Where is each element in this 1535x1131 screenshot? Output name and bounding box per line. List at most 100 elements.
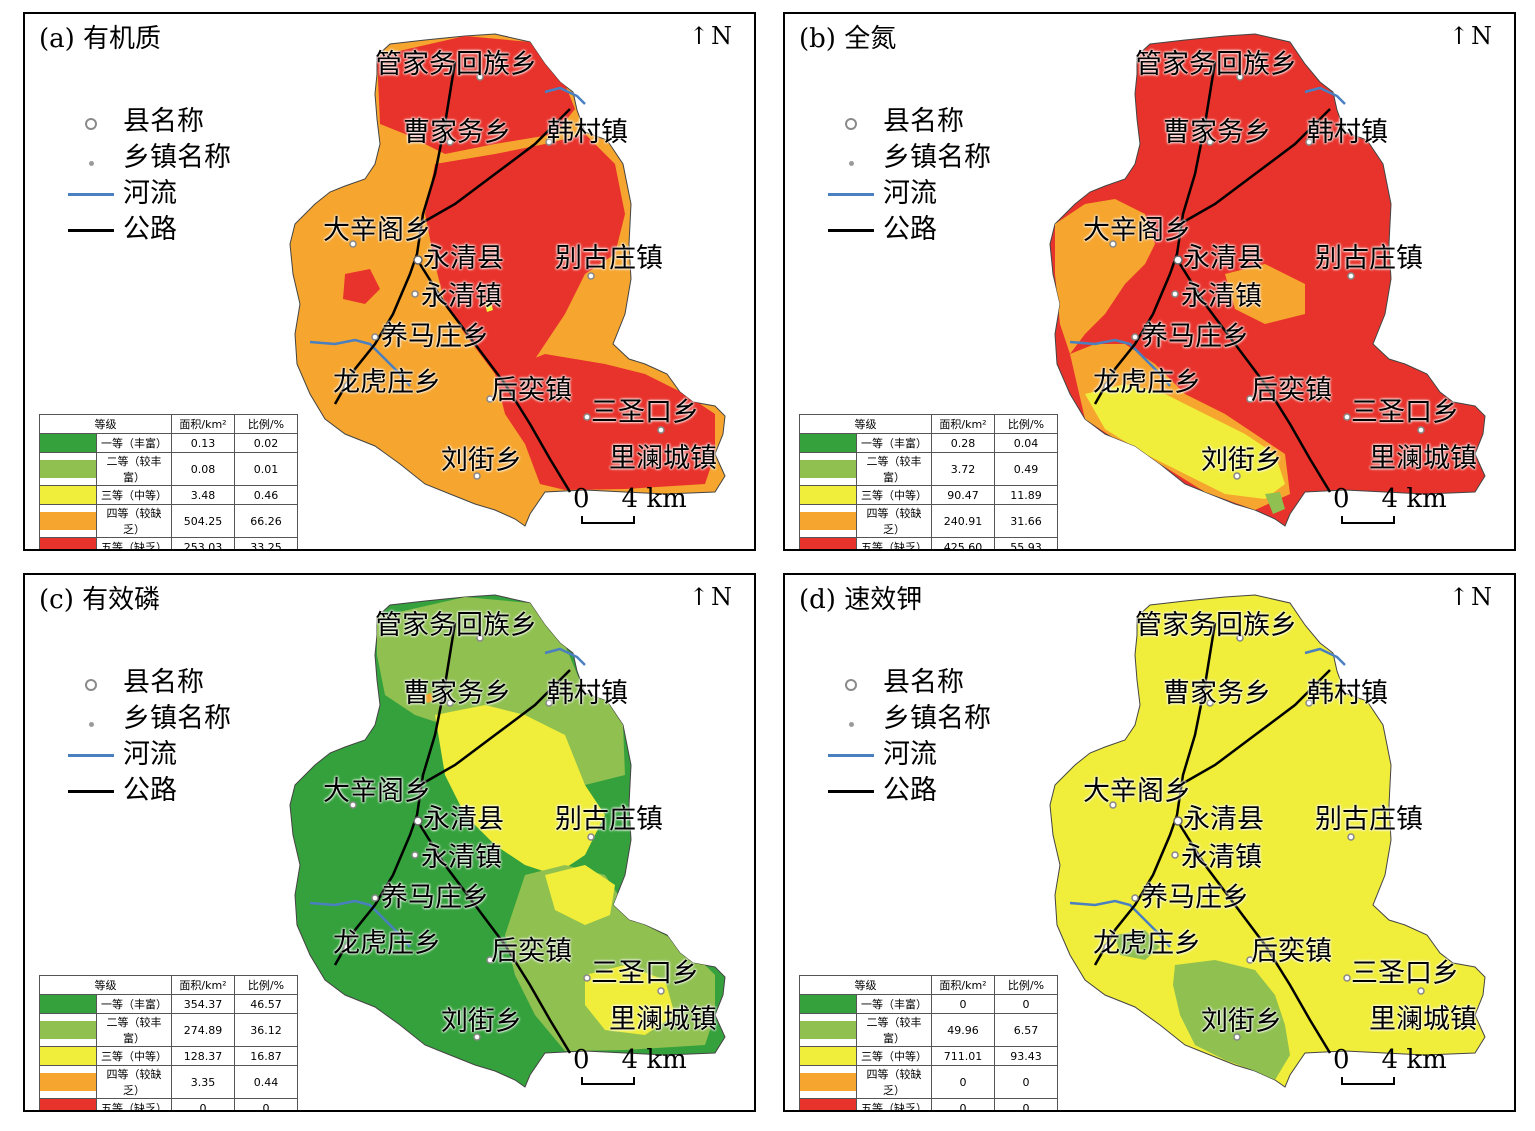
grade-region (425, 693, 433, 703)
grade-label: 四等（较缺乏） (856, 504, 932, 538)
grade-region (377, 36, 575, 154)
grade-swatch (800, 512, 856, 530)
grade-row: 三等（中等） 3.48 0.46 (39, 485, 298, 505)
road (333, 622, 457, 966)
river-line-icon (68, 193, 114, 196)
place-label-longhuzhuang: 龙虎庄乡 (1093, 928, 1201, 959)
map-legend: 县名称 乡镇名称 河流 公路 (65, 104, 231, 248)
area-value: 90.47 (931, 485, 995, 505)
road-line-icon (68, 229, 114, 232)
grade-header: 等级 (799, 414, 932, 434)
area-header: 面积/km² (171, 975, 235, 995)
place-label-houyi: 后奕镇 (1251, 936, 1332, 967)
legend-town-label: 乡镇名称 (883, 703, 991, 734)
grade-swatch (800, 1021, 856, 1039)
grade-region (545, 865, 615, 925)
town-marker (1233, 472, 1241, 480)
map-panel-d: (d) 速效钾 ↑N 县名称 乡镇名称 河流 公路 管家务回族乡 曹家务乡 韩村镇大… (783, 573, 1516, 1112)
grade-region (1055, 199, 1155, 354)
grade-table: 等级 面积/km² 比例/% 一等（丰富） 0.28 0.04 二等（较丰富） 3.72… (799, 414, 1058, 549)
grade-header: 等级 (39, 975, 172, 995)
town-icon (88, 722, 94, 727)
legend-river: 河流 (825, 737, 991, 773)
place-label-yongqing-town: 永清镇 (1181, 281, 1262, 312)
panel-title: (a) 有机质 (39, 24, 162, 54)
grade-region (1115, 930, 1160, 960)
road (1093, 622, 1217, 966)
place-label-bieguzhuang: 别古庄镇 (1315, 243, 1423, 274)
grade-swatch (40, 1047, 96, 1065)
place-label-sanshengkou: 三圣口乡 (1351, 958, 1459, 989)
legend-road: 公路 (825, 773, 991, 809)
grade-row: 五等（缺乏） 0 0 (799, 1098, 1058, 1110)
place-label-houyi: 后奕镇 (491, 375, 572, 406)
town-marker (371, 894, 379, 902)
road-line-icon (68, 790, 114, 793)
county-seat-marker (1173, 816, 1183, 826)
north-label: N (711, 22, 732, 50)
area-value: 3.72 (931, 452, 995, 486)
grade-row: 二等（较丰富） 49.96 6.57 (799, 1013, 1058, 1047)
legend-county: 县名称 (65, 104, 231, 140)
ratio-value: 0.46 (234, 485, 298, 505)
town-marker (583, 974, 591, 982)
grade-table: 等级 面积/km² 比例/% 一等（丰富） 354.37 46.57 二等（较丰富） 2… (39, 975, 298, 1110)
grade-label: 三等（中等） (96, 1046, 172, 1066)
legend-road: 公路 (825, 212, 991, 248)
place-label-liujie: 刘街乡 (1201, 1006, 1282, 1037)
town-icon (848, 161, 854, 166)
panel-title: (d) 速效钾 (799, 585, 923, 615)
place-label-guanjiawu-hui: 管家务回族乡 (375, 610, 537, 641)
grade-region (495, 354, 715, 490)
place-label-liujie: 刘街乡 (441, 1006, 522, 1037)
town-marker (476, 634, 484, 642)
north-arrow: ↑N (1449, 583, 1492, 611)
place-label-bieguzhuang: 别古庄镇 (1315, 804, 1423, 835)
road (1178, 263, 1332, 493)
legend-town: 乡镇名称 (65, 140, 231, 176)
scale-distance: 4 km (621, 484, 687, 514)
area-value: 274.89 (171, 1013, 235, 1047)
grade-swatch (40, 1099, 96, 1110)
grade-row: 一等（丰富） 0.13 0.02 (39, 433, 298, 453)
legend-road-label: 公路 (883, 775, 937, 806)
map-panel-a: (a) 有机质 ↑N 县名称 乡镇名称 河流 公路 管家务回族乡 曹家务乡 韩村镇大… (23, 12, 756, 551)
soil-map (1049, 33, 1486, 527)
place-label-yangmazhuang: 养马庄乡 (1141, 321, 1249, 352)
town-marker (446, 699, 454, 707)
grade-row: 三等（中等） 711.01 93.43 (799, 1046, 1058, 1066)
legend-road: 公路 (65, 773, 231, 809)
place-label-guanjiawu-hui: 管家务回族乡 (375, 49, 537, 80)
legend-town: 乡镇名称 (825, 140, 991, 176)
town-marker (1417, 426, 1425, 434)
county-boundary (1049, 594, 1486, 1088)
place-label-sanshengkou: 三圣口乡 (591, 958, 699, 989)
grade-swatch (40, 434, 96, 452)
place-label-longhuzhuang: 龙虎庄乡 (333, 367, 441, 398)
grade-swatch (40, 1021, 96, 1039)
map-legend: 县名称 乡镇名称 河流 公路 (825, 104, 991, 248)
grade-label: 三等（中等） (856, 1046, 932, 1066)
road (419, 669, 571, 787)
grade-swatch (800, 434, 856, 452)
town-marker (1305, 699, 1313, 707)
road-line-icon (828, 790, 874, 793)
place-label-caojiawu: 曹家务乡 (1163, 117, 1271, 148)
grade-label: 二等（较丰富） (96, 1013, 172, 1047)
town-marker (1103, 382, 1111, 390)
town-marker (1246, 395, 1254, 403)
grade-row: 四等（较缺乏） 0 0 (799, 1065, 1058, 1099)
grade-label: 四等（较缺乏） (96, 504, 172, 538)
town-marker (545, 138, 553, 146)
area-value: 0 (931, 1065, 995, 1099)
ratio-header: 比例/% (234, 975, 298, 995)
ratio-value: 0.44 (234, 1065, 298, 1099)
road (1178, 824, 1332, 1054)
north-arrow-icon: ↑ (1448, 22, 1469, 50)
legend-county: 县名称 (825, 665, 991, 701)
grade-label: 一等（丰富） (856, 433, 932, 453)
place-label-yongqing-county: 永清县 (423, 243, 504, 274)
grade-row: 二等（较丰富） 0.08 0.01 (39, 452, 298, 486)
road (419, 108, 571, 226)
north-arrow-icon: ↑ (688, 22, 709, 50)
